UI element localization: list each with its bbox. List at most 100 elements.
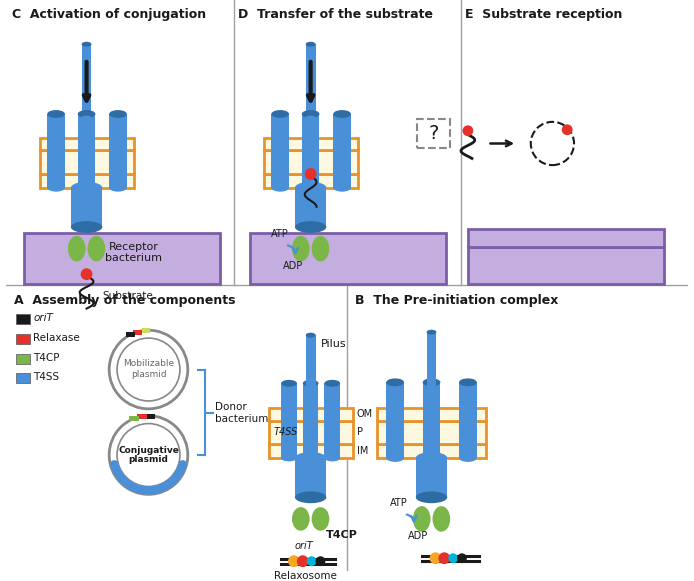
Circle shape: [561, 124, 573, 135]
Ellipse shape: [324, 380, 340, 387]
FancyBboxPatch shape: [271, 114, 289, 188]
Text: Donor
bacterium: Donor bacterium: [215, 402, 269, 424]
Circle shape: [462, 125, 473, 136]
Ellipse shape: [312, 236, 330, 261]
FancyBboxPatch shape: [40, 150, 134, 174]
FancyBboxPatch shape: [40, 174, 134, 188]
FancyBboxPatch shape: [378, 444, 486, 458]
FancyBboxPatch shape: [47, 114, 65, 188]
Ellipse shape: [333, 184, 351, 192]
Text: Relaxase: Relaxase: [33, 333, 81, 343]
Text: Relaxosome: Relaxosome: [274, 571, 337, 581]
Ellipse shape: [416, 452, 447, 464]
Text: ATP: ATP: [390, 498, 408, 508]
Text: Receptor
bacterium: Receptor bacterium: [105, 242, 162, 263]
Ellipse shape: [281, 380, 297, 387]
FancyBboxPatch shape: [24, 233, 220, 284]
Text: Substrate: Substrate: [102, 291, 153, 301]
Text: Mobilizable: Mobilizable: [123, 359, 174, 368]
Circle shape: [448, 553, 458, 563]
FancyBboxPatch shape: [78, 114, 95, 188]
Ellipse shape: [292, 507, 310, 530]
FancyBboxPatch shape: [269, 421, 353, 444]
Ellipse shape: [295, 452, 326, 464]
FancyBboxPatch shape: [269, 444, 353, 458]
Ellipse shape: [281, 454, 297, 461]
Ellipse shape: [427, 330, 437, 335]
FancyBboxPatch shape: [281, 383, 297, 458]
Ellipse shape: [82, 116, 92, 120]
FancyBboxPatch shape: [250, 233, 446, 284]
FancyBboxPatch shape: [269, 408, 353, 421]
Circle shape: [109, 330, 188, 409]
Ellipse shape: [413, 506, 430, 532]
Ellipse shape: [71, 182, 102, 193]
FancyBboxPatch shape: [427, 332, 437, 386]
Ellipse shape: [78, 184, 95, 192]
Ellipse shape: [295, 492, 326, 503]
FancyBboxPatch shape: [40, 138, 134, 150]
Text: oriT: oriT: [33, 313, 53, 324]
Circle shape: [307, 556, 316, 566]
Ellipse shape: [306, 384, 316, 389]
FancyBboxPatch shape: [16, 374, 30, 383]
Ellipse shape: [416, 492, 447, 503]
FancyBboxPatch shape: [264, 174, 358, 188]
Ellipse shape: [71, 221, 102, 233]
Ellipse shape: [109, 184, 127, 192]
Text: ATP: ATP: [271, 229, 289, 239]
Text: E  Substrate reception: E Substrate reception: [465, 8, 623, 21]
Ellipse shape: [82, 42, 92, 46]
FancyBboxPatch shape: [16, 354, 30, 364]
Ellipse shape: [312, 507, 330, 530]
Ellipse shape: [68, 236, 85, 261]
FancyBboxPatch shape: [264, 150, 358, 174]
Ellipse shape: [423, 378, 441, 386]
Ellipse shape: [271, 184, 289, 192]
Ellipse shape: [303, 380, 319, 387]
Text: plasmid: plasmid: [130, 370, 167, 379]
FancyBboxPatch shape: [468, 229, 664, 247]
FancyBboxPatch shape: [109, 114, 127, 188]
Ellipse shape: [302, 184, 319, 192]
Circle shape: [109, 416, 188, 494]
Circle shape: [117, 338, 180, 401]
Text: C  Activation of conjugation: C Activation of conjugation: [12, 8, 206, 21]
Ellipse shape: [459, 378, 477, 386]
Bar: [133, 329, 142, 335]
Circle shape: [457, 553, 467, 563]
Ellipse shape: [306, 42, 316, 46]
Ellipse shape: [78, 110, 95, 118]
Bar: [130, 417, 139, 421]
Ellipse shape: [47, 110, 65, 118]
Text: ADP: ADP: [408, 530, 428, 541]
Circle shape: [297, 555, 309, 567]
Circle shape: [531, 122, 574, 165]
FancyBboxPatch shape: [82, 44, 92, 118]
FancyBboxPatch shape: [423, 382, 441, 458]
FancyBboxPatch shape: [295, 458, 326, 497]
FancyBboxPatch shape: [16, 314, 30, 324]
Text: plasmid: plasmid: [128, 456, 169, 464]
Ellipse shape: [423, 454, 441, 462]
Text: Conjugative: Conjugative: [118, 446, 179, 454]
Text: P: P: [357, 428, 363, 437]
Circle shape: [316, 556, 325, 566]
FancyBboxPatch shape: [306, 44, 316, 118]
Text: OM: OM: [357, 409, 373, 419]
Ellipse shape: [303, 454, 319, 461]
Ellipse shape: [295, 182, 326, 193]
Text: T4SS: T4SS: [33, 372, 60, 382]
Ellipse shape: [387, 378, 404, 386]
Text: ?: ?: [428, 124, 439, 143]
Ellipse shape: [306, 333, 316, 338]
Ellipse shape: [432, 506, 450, 532]
Text: oriT: oriT: [294, 541, 313, 551]
Text: D  Transfer of the substrate: D Transfer of the substrate: [238, 8, 433, 21]
FancyBboxPatch shape: [264, 138, 358, 150]
Bar: [126, 332, 135, 337]
FancyBboxPatch shape: [302, 114, 319, 188]
Ellipse shape: [271, 110, 289, 118]
Text: T4CP: T4CP: [326, 530, 358, 540]
Text: T4SS: T4SS: [273, 428, 298, 437]
